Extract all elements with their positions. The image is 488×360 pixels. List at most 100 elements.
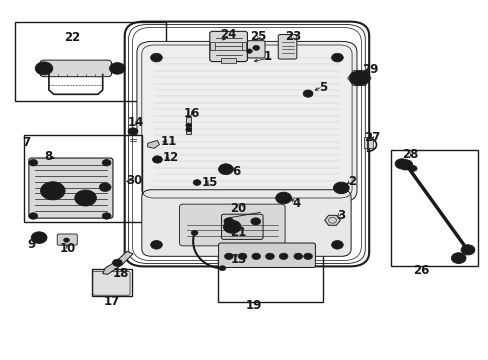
Circle shape [265,253,274,260]
Text: 29: 29 [361,63,378,76]
Circle shape [408,166,416,171]
FancyBboxPatch shape [247,41,264,58]
FancyBboxPatch shape [218,243,315,267]
FancyBboxPatch shape [93,271,130,295]
Bar [390,150,477,266]
Circle shape [331,240,343,249]
Text: 30: 30 [125,174,142,186]
FancyBboxPatch shape [137,41,356,202]
Circle shape [112,259,122,266]
Text: 16: 16 [183,107,200,120]
Circle shape [224,218,233,225]
Text: 13: 13 [230,253,247,266]
Text: 8: 8 [44,150,52,163]
FancyBboxPatch shape [57,234,77,245]
Circle shape [450,253,465,264]
Circle shape [394,159,408,169]
Text: 19: 19 [245,299,262,312]
Text: 18: 18 [113,267,129,280]
Circle shape [191,230,198,235]
Text: 24: 24 [220,28,236,41]
Circle shape [219,266,225,271]
Circle shape [150,53,162,62]
Text: 23: 23 [285,30,301,42]
Text: 26: 26 [412,264,429,277]
Text: 15: 15 [202,176,218,189]
FancyBboxPatch shape [142,190,350,256]
Circle shape [331,53,343,62]
FancyBboxPatch shape [40,60,111,77]
Text: 3: 3 [336,209,344,222]
Circle shape [150,240,162,249]
Circle shape [29,159,38,166]
Circle shape [109,63,125,74]
Circle shape [152,156,162,163]
Circle shape [99,183,111,192]
Text: 4: 4 [292,197,300,210]
FancyBboxPatch shape [209,31,247,62]
Bar [24,135,142,222]
Circle shape [224,253,233,260]
Circle shape [218,164,233,175]
Bar [217,210,322,302]
Circle shape [333,182,348,194]
Circle shape [279,253,287,260]
Circle shape [250,218,260,225]
Text: 21: 21 [230,226,246,239]
Bar [15,22,166,101]
Text: 20: 20 [230,202,246,215]
Text: 10: 10 [59,242,76,255]
Text: 1: 1 [264,50,271,63]
Circle shape [251,253,260,260]
Polygon shape [102,251,133,274]
Text: 28: 28 [402,148,418,161]
Circle shape [185,127,191,132]
Circle shape [252,45,259,50]
Text: 25: 25 [249,30,266,42]
Polygon shape [324,215,340,225]
Circle shape [223,220,241,233]
Text: 7: 7 [22,136,30,149]
Bar [92,269,132,296]
Circle shape [193,180,201,185]
Circle shape [398,160,412,170]
Circle shape [63,238,69,242]
Text: 6: 6 [232,165,240,178]
Circle shape [102,159,111,166]
FancyBboxPatch shape [278,35,296,59]
Circle shape [303,90,312,97]
Text: 14: 14 [127,116,144,129]
Circle shape [75,190,96,206]
Circle shape [275,192,291,204]
Circle shape [35,62,53,75]
Circle shape [41,182,65,200]
FancyBboxPatch shape [179,204,285,246]
Text: 22: 22 [64,31,81,44]
Circle shape [460,245,474,255]
Text: 9: 9 [28,238,36,251]
Text: 2: 2 [347,175,355,188]
Circle shape [29,213,38,219]
Circle shape [31,232,47,243]
Text: 5: 5 [318,81,326,94]
Bar [364,137,372,148]
Text: 17: 17 [103,295,120,308]
Bar [221,58,235,63]
Circle shape [102,213,111,219]
Bar [186,117,191,134]
Bar [210,42,215,50]
Bar [241,42,246,50]
FancyBboxPatch shape [221,214,263,239]
Circle shape [185,123,191,127]
FancyBboxPatch shape [29,158,113,218]
Circle shape [303,253,312,260]
Circle shape [238,253,246,260]
Circle shape [293,253,302,260]
Polygon shape [147,140,159,148]
Text: 27: 27 [364,131,380,144]
Text: 11: 11 [161,135,177,148]
Circle shape [349,71,368,85]
Text: 12: 12 [162,151,179,164]
Circle shape [246,49,252,53]
Circle shape [128,128,138,135]
